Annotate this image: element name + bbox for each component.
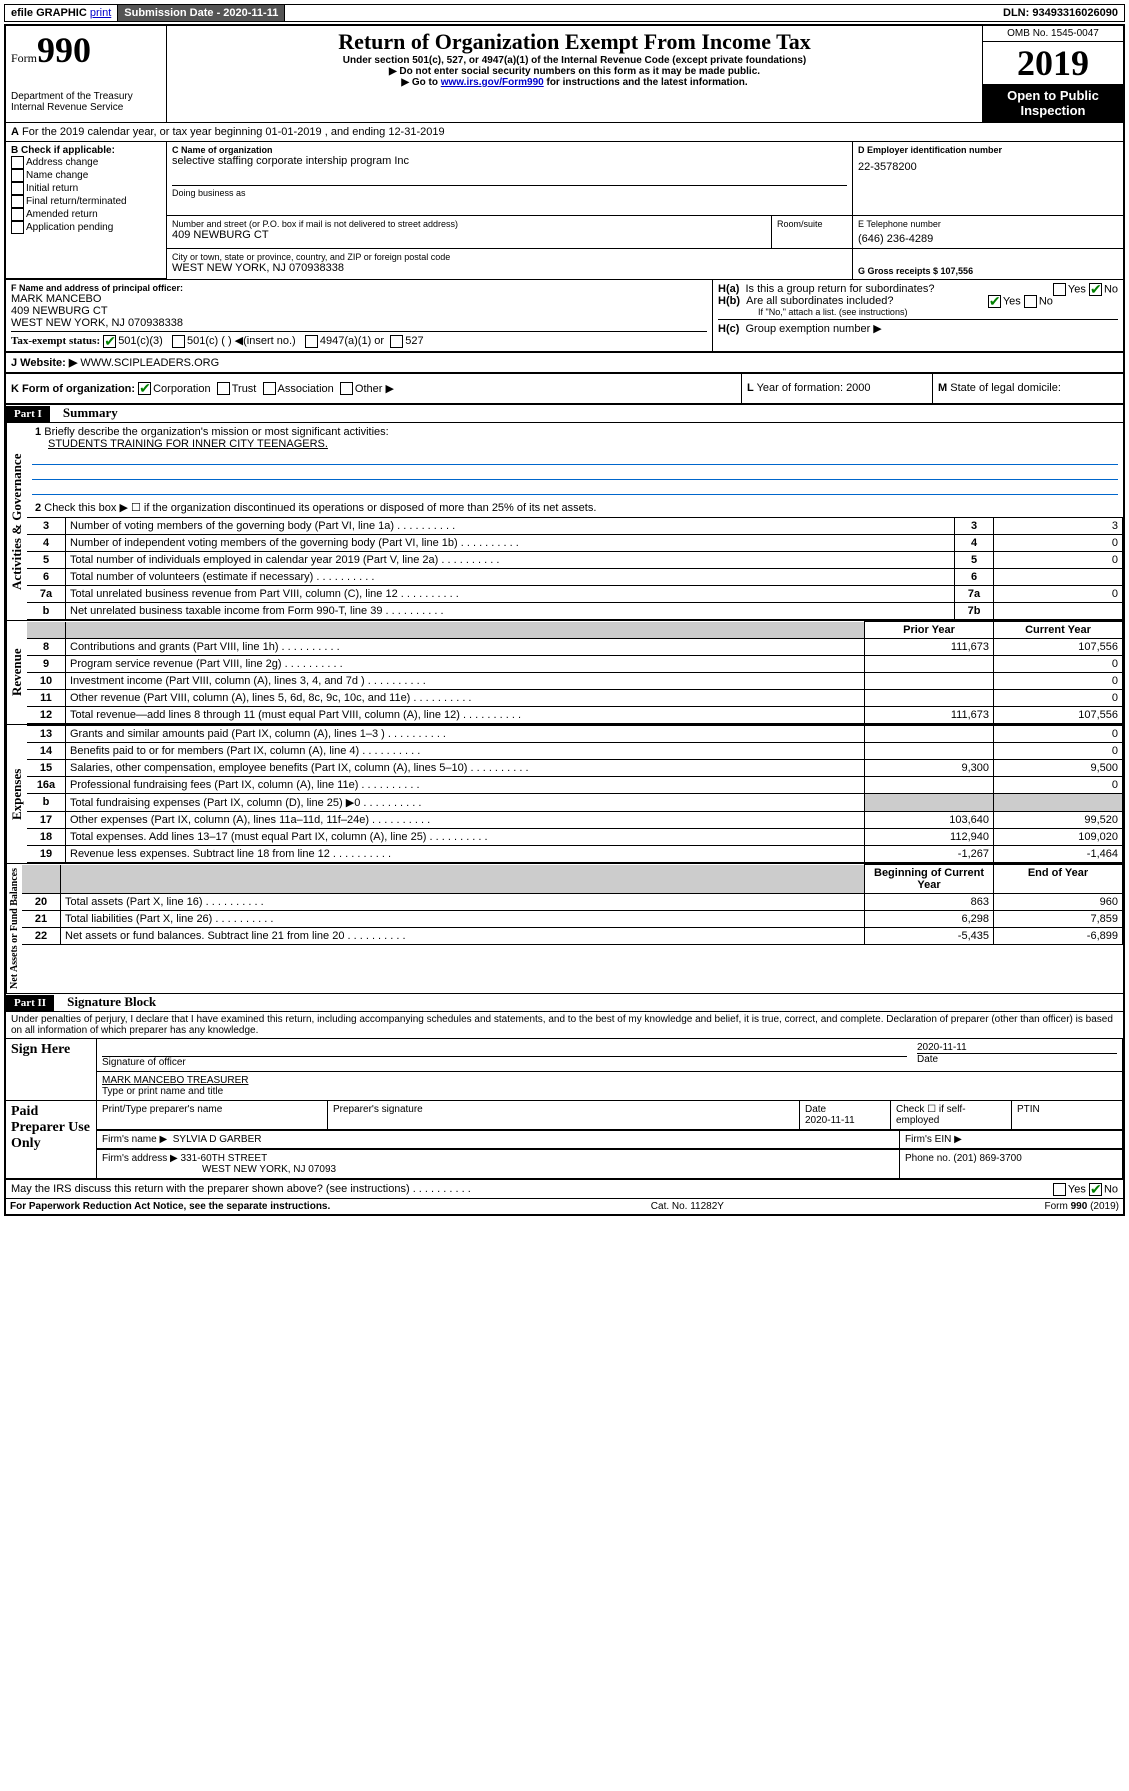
- dln-label: DLN: 93493316026090: [997, 5, 1124, 21]
- firm-phone: Phone no. (201) 869-3700: [900, 1150, 1122, 1178]
- form-org-label: K Form of organization:: [11, 383, 135, 395]
- side-expenses: Expenses: [6, 725, 27, 863]
- side-net-assets: Net Assets or Fund Balances: [6, 864, 22, 993]
- other-checkbox[interactable]: [340, 382, 353, 395]
- 527-checkbox[interactable]: [390, 335, 403, 348]
- final-return-checkbox[interactable]: [11, 195, 24, 208]
- officer-name: MARK MANCEBO: [11, 293, 707, 305]
- officer-addr2: WEST NEW YORK, NJ 070938338: [11, 317, 707, 329]
- sign-here-label: Sign Here: [6, 1039, 97, 1101]
- ein-value: 22-3578200: [858, 161, 1118, 173]
- net-assets-table: Beginning of Current YearEnd of Year 20T…: [22, 864, 1123, 945]
- side-governance: Activities & Governance: [6, 423, 27, 620]
- subtitle-1: Under section 501(c), 527, or 4947(a)(1)…: [172, 55, 977, 66]
- footer: For Paperwork Reduction Act Notice, see …: [6, 1198, 1123, 1214]
- firm-addr2: WEST NEW YORK, NJ 07093: [102, 1164, 336, 1175]
- room-suite-label: Room/suite: [777, 219, 847, 229]
- firm-name: SYLVIA D GARBER: [173, 1134, 262, 1145]
- dba-label: Doing business as: [172, 188, 847, 198]
- top-bar: efile GRAPHIC print Submission Date - 20…: [4, 4, 1125, 22]
- association-checkbox[interactable]: [263, 382, 276, 395]
- dept-treasury: Department of the TreasuryInternal Reven…: [11, 91, 161, 113]
- section-b: B Check if applicable: Address change Na…: [6, 142, 167, 279]
- officer-label: F Name and address of principal officer:: [11, 283, 707, 293]
- gross-receipts: G Gross receipts $ 107,556: [858, 266, 1118, 276]
- discuss-yes-checkbox[interactable]: [1053, 1183, 1066, 1196]
- corporation-checkbox[interactable]: [138, 382, 151, 395]
- address-value: 409 NEWBURG CT: [172, 229, 766, 241]
- print-link[interactable]: print: [90, 7, 111, 19]
- discuss-question: May the IRS discuss this return with the…: [6, 1179, 1123, 1198]
- ein-label: D Employer identification number: [858, 145, 1118, 155]
- q2-label: Check this box ▶ ☐ if the organization d…: [44, 502, 596, 514]
- tax-year: 2019: [1017, 43, 1089, 83]
- trust-checkbox[interactable]: [217, 382, 230, 395]
- hb-question: H(b) Are all subordinates included? Yes …: [718, 295, 1118, 307]
- q1-answer: STUDENTS TRAINING FOR INNER CITY TEENAGE…: [32, 438, 328, 450]
- revenue-table: Prior YearCurrent Year 8Contributions an…: [27, 621, 1123, 724]
- penalty-statement: Under penalties of perjury, I declare th…: [6, 1012, 1123, 1038]
- 4947-checkbox[interactable]: [305, 335, 318, 348]
- governance-table: 3Number of voting members of the governi…: [27, 517, 1123, 620]
- subtitle-3: ▶ Go to www.irs.gov/Form990 for instruct…: [172, 77, 977, 88]
- org-name-label: C Name of organization: [172, 145, 847, 155]
- phone-label: E Telephone number: [858, 219, 1118, 229]
- ha-question: H(a) Is this a group return for subordin…: [718, 283, 1118, 295]
- ha-no-checkbox[interactable]: [1089, 283, 1102, 296]
- firm-addr1: 331-60TH STREET: [181, 1153, 268, 1164]
- application-pending-checkbox[interactable]: [11, 221, 24, 234]
- subtitle-2: ▶ Do not enter social security numbers o…: [172, 66, 977, 77]
- name-change-checkbox[interactable]: [11, 169, 24, 182]
- form-number: Form990: [11, 29, 161, 71]
- open-public-badge: Open to Public Inspection: [983, 84, 1123, 122]
- address-change-checkbox[interactable]: [11, 156, 24, 169]
- discuss-no-checkbox[interactable]: [1089, 1183, 1102, 1196]
- state-domicile: M State of legal domicile:: [933, 374, 1123, 405]
- website-label: J Website: ▶: [11, 357, 77, 369]
- paid-preparer-label: Paid Preparer Use Only: [6, 1101, 97, 1179]
- efile-label: efile GRAPHIC print: [5, 5, 118, 21]
- expenses-table: 13Grants and similar amounts paid (Part …: [27, 725, 1123, 863]
- initial-return-checkbox[interactable]: [11, 182, 24, 195]
- hb-yes-checkbox[interactable]: [988, 295, 1001, 308]
- omb-number: OMB No. 1545-0047: [983, 26, 1123, 42]
- phone-value: (646) 236-4289: [858, 233, 1118, 245]
- address-label: Number and street (or P.O. box if mail i…: [172, 219, 766, 229]
- submission-date-button[interactable]: Submission Date - 2020-11-11: [118, 5, 285, 21]
- city-label: City or town, state or province, country…: [172, 252, 847, 262]
- officer-addr1: 409 NEWBURG CT: [11, 305, 707, 317]
- part2-header-row: Part II Signature Block: [6, 993, 1123, 1012]
- irs-link[interactable]: www.irs.gov/Form990: [441, 77, 544, 88]
- website-value: WWW.SCIPLEADERS.ORG: [80, 357, 219, 369]
- form-container: Form990 Department of the TreasuryIntern…: [4, 24, 1125, 1216]
- tax-year-line: A For the 2019 calendar year, or tax yea…: [6, 123, 1123, 142]
- amended-return-checkbox[interactable]: [11, 208, 24, 221]
- hb-no-checkbox[interactable]: [1024, 295, 1037, 308]
- signature-table: Sign Here Signature of officer 2020-11-1…: [6, 1038, 1123, 1179]
- form-title: Return of Organization Exempt From Incom…: [172, 29, 977, 55]
- hb-note: If "No," attach a list. (see instruction…: [718, 307, 1118, 317]
- officer-printed-name: MARK MANCEBO TREASURER: [102, 1075, 1117, 1086]
- city-value: WEST NEW YORK, NJ 070938338: [172, 262, 847, 274]
- org-name: selective staffing corporate intership p…: [172, 155, 847, 167]
- year-formation: L Year of formation: 2000: [742, 374, 933, 405]
- ha-yes-checkbox[interactable]: [1053, 283, 1066, 296]
- part1-header-row: Part I Summary: [6, 404, 1123, 423]
- side-revenue: Revenue: [6, 621, 27, 724]
- 501c3-checkbox[interactable]: [103, 335, 116, 348]
- q1-label: Briefly describe the organization's miss…: [44, 426, 388, 438]
- tax-exempt-label: Tax-exempt status:: [11, 335, 100, 347]
- 501c-checkbox[interactable]: [172, 335, 185, 348]
- hc-label: H(c) Group exemption number ▶: [718, 319, 1118, 335]
